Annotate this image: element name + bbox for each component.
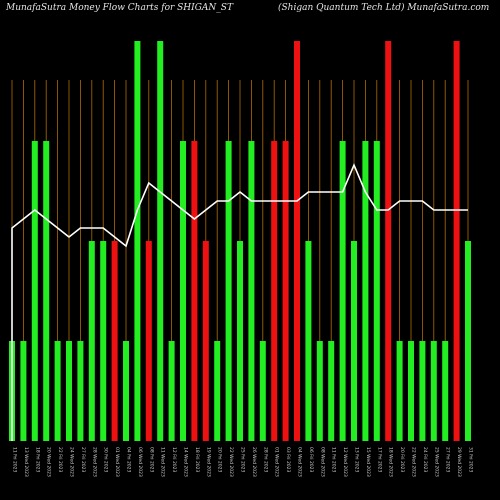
x-tick-label: 14 Wed 2023 xyxy=(183,447,189,477)
money-flow-bar xyxy=(316,341,323,441)
x-tick-label: 31 Fri 2023 xyxy=(468,447,474,473)
x-tick-label: 18 Wed 2023 xyxy=(388,447,394,477)
money-flow-bar xyxy=(145,241,152,441)
x-tick-label: 28 Fri 2023 xyxy=(262,447,268,473)
money-flow-bar xyxy=(453,41,460,441)
money-flow-bar xyxy=(123,341,129,441)
money-flow-bar xyxy=(351,241,357,441)
x-tick-label: 24 Fri 2023 xyxy=(422,447,428,473)
money-flow-bar xyxy=(202,241,209,441)
money-flow-bar xyxy=(111,241,118,441)
chart-title-right: (Shigan Quantum Tech Ltd) MunafaSutra.co… xyxy=(278,3,490,13)
x-tick-label: 03 Fri 2023 xyxy=(285,447,291,473)
money-flow-bar xyxy=(20,341,27,441)
money-flow-bar xyxy=(362,141,369,441)
money-flow-bar xyxy=(214,341,221,441)
money-flow-bar xyxy=(157,41,164,441)
money-flow-bar xyxy=(465,241,471,441)
x-tick-label: 11 Fri 2023 xyxy=(331,447,337,473)
x-tick-label: 18 Fri 2023 xyxy=(34,447,40,473)
x-tick-label: 27 Fri 2023 xyxy=(80,447,86,473)
money-flow-bar xyxy=(294,41,300,441)
money-flow-bar xyxy=(282,141,289,441)
x-tick-label: 15 Wed 2023 xyxy=(365,447,371,477)
money-flow-bar xyxy=(385,41,392,441)
money-flow-bar xyxy=(43,141,50,441)
x-tick-label: 29 Wed 2023 xyxy=(456,447,462,477)
x-tick-label: 04 Wed 2023 xyxy=(297,447,303,477)
money-flow-bar xyxy=(180,141,186,441)
x-tick-label: 04 Fri 2023 xyxy=(126,447,132,473)
money-flow-bar xyxy=(339,141,346,441)
money-flow-bar xyxy=(328,341,335,441)
money-flow-bar xyxy=(259,341,266,441)
money-flow-bar xyxy=(248,141,255,441)
x-tick-label: 20 Wed 2023 xyxy=(46,447,52,477)
money-flow-bar xyxy=(225,141,232,441)
x-tick-label: 22 Wed 2023 xyxy=(411,447,417,477)
money-flow-bar xyxy=(77,341,84,441)
money-flow-bar xyxy=(100,241,107,441)
money-flow-bar xyxy=(430,341,437,441)
x-tick-label: 11 Wed 2023 xyxy=(160,447,166,477)
money-flow-bar xyxy=(237,241,243,441)
x-tick-label: 12 Wed 2023 xyxy=(342,447,348,477)
x-tick-label: 13 Fri 2023 xyxy=(354,447,360,473)
x-tick-label: 01 Wed 2023 xyxy=(114,447,120,477)
money-flow-bar xyxy=(88,241,95,441)
x-tick-label: 13 Wed 2023 xyxy=(23,447,29,477)
money-flow-bar xyxy=(134,41,141,441)
money-flow-bar xyxy=(191,141,198,441)
x-tick-label: 12 Fri 2023 xyxy=(171,447,177,473)
x-tick-label: 11 Fri 2023 xyxy=(12,447,18,473)
x-tick-label: 26 Wed 2023 xyxy=(251,447,257,477)
money-flow-bar xyxy=(408,341,414,441)
x-tick-label: 28 Wed 2023 xyxy=(91,447,97,477)
x-tick-label: 17 Fri 2023 xyxy=(376,447,382,473)
money-flow-bar xyxy=(442,341,449,441)
money-flow-bar xyxy=(31,141,38,441)
money-flow-bar xyxy=(396,341,403,441)
money-flow-bar xyxy=(373,141,380,441)
x-tick-label: 24 Wed 2023 xyxy=(69,447,75,477)
x-tick-label: 27 Fri 2023 xyxy=(445,447,451,473)
money-flow-bar xyxy=(54,341,61,441)
x-tick-label: 08 Fri 2023 xyxy=(148,447,154,473)
money-flow-bar xyxy=(66,341,72,441)
x-tick-label: 25 Fri 2023 xyxy=(240,447,246,473)
x-tick-label: 25 Wed 2023 xyxy=(433,447,439,477)
x-tick-label: 06 Wed 2023 xyxy=(137,447,143,477)
x-tick-label: 01 Wed 2023 xyxy=(274,447,280,477)
money-flow-bar xyxy=(168,341,175,441)
x-tick-label: 18 Fri 2023 xyxy=(194,447,200,473)
flow-line-series xyxy=(11,162,468,441)
x-tick-label: 30 Fri 2023 xyxy=(103,447,109,473)
x-tick-label: 22 Fri 2023 xyxy=(57,447,63,473)
x-tick-label: 22 Wed 2023 xyxy=(228,447,234,477)
money-flow-bar xyxy=(271,141,278,441)
x-tick-label: 08 Wed 2023 xyxy=(319,447,325,477)
money-flow-bar xyxy=(305,241,312,441)
x-tick-label: 06 Fri 2023 xyxy=(308,447,314,473)
money-flow-bar xyxy=(419,341,426,441)
x-tick-label: 20 Fri 2023 xyxy=(399,447,405,473)
x-tick-label: 20 Fri 2023 xyxy=(217,447,223,473)
x-tick-label: 19 Wed 2023 xyxy=(205,447,211,477)
chart-title-left: MunafaSutra Money Flow Charts for SHIGAN… xyxy=(6,3,233,13)
